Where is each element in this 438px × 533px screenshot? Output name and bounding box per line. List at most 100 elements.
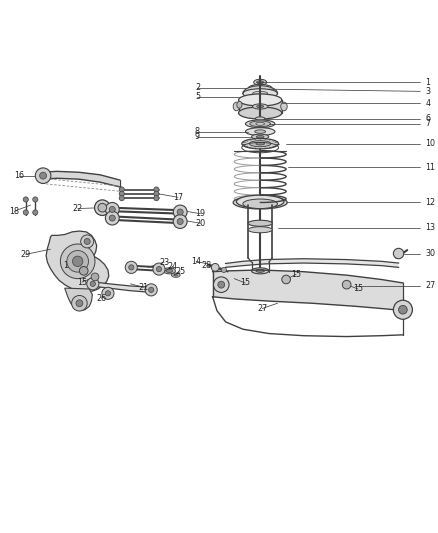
Circle shape bbox=[125, 261, 138, 273]
Text: 12: 12 bbox=[425, 198, 435, 207]
Ellipse shape bbox=[248, 220, 272, 227]
Ellipse shape bbox=[172, 273, 180, 277]
Circle shape bbox=[129, 265, 134, 270]
Ellipse shape bbox=[239, 94, 282, 106]
Ellipse shape bbox=[254, 79, 267, 85]
Text: 6: 6 bbox=[425, 114, 431, 123]
Circle shape bbox=[79, 266, 88, 275]
Ellipse shape bbox=[239, 107, 282, 119]
Circle shape bbox=[72, 295, 87, 311]
Circle shape bbox=[154, 191, 159, 197]
Circle shape bbox=[39, 172, 46, 179]
Circle shape bbox=[173, 215, 187, 229]
Text: 18: 18 bbox=[10, 207, 20, 216]
Ellipse shape bbox=[255, 130, 265, 133]
Text: 13: 13 bbox=[425, 223, 435, 232]
Circle shape bbox=[95, 200, 110, 215]
Text: 15: 15 bbox=[77, 278, 87, 287]
Ellipse shape bbox=[174, 274, 177, 276]
Text: 29: 29 bbox=[21, 250, 31, 259]
Text: 27: 27 bbox=[257, 304, 268, 313]
Polygon shape bbox=[239, 100, 282, 113]
Ellipse shape bbox=[253, 91, 268, 96]
Circle shape bbox=[67, 251, 88, 272]
Text: 14: 14 bbox=[191, 257, 201, 266]
Circle shape bbox=[343, 280, 351, 289]
Circle shape bbox=[33, 210, 38, 215]
Text: 15: 15 bbox=[353, 285, 363, 294]
Ellipse shape bbox=[257, 81, 264, 84]
Circle shape bbox=[221, 268, 226, 272]
Ellipse shape bbox=[251, 134, 269, 139]
Text: 22: 22 bbox=[73, 204, 83, 213]
Ellipse shape bbox=[163, 268, 175, 274]
Ellipse shape bbox=[250, 121, 271, 127]
Ellipse shape bbox=[255, 117, 265, 120]
Ellipse shape bbox=[256, 269, 265, 272]
Circle shape bbox=[393, 248, 404, 259]
Ellipse shape bbox=[252, 104, 268, 109]
Circle shape bbox=[119, 187, 124, 192]
Text: 8: 8 bbox=[195, 127, 200, 136]
Text: 3: 3 bbox=[425, 87, 431, 96]
Polygon shape bbox=[46, 231, 109, 292]
Ellipse shape bbox=[243, 199, 278, 208]
Circle shape bbox=[119, 196, 124, 201]
Text: 15: 15 bbox=[291, 270, 301, 279]
Text: 7: 7 bbox=[425, 119, 431, 128]
Circle shape bbox=[399, 305, 407, 314]
Circle shape bbox=[35, 168, 51, 183]
Ellipse shape bbox=[257, 105, 264, 108]
Circle shape bbox=[109, 215, 115, 221]
Text: 10: 10 bbox=[425, 139, 435, 148]
Text: 28: 28 bbox=[201, 261, 212, 270]
Circle shape bbox=[213, 277, 229, 293]
Circle shape bbox=[218, 281, 225, 288]
Circle shape bbox=[76, 300, 83, 306]
Text: 4: 4 bbox=[425, 99, 431, 108]
Ellipse shape bbox=[233, 196, 287, 209]
Circle shape bbox=[173, 205, 187, 219]
Text: 11: 11 bbox=[425, 163, 435, 172]
Circle shape bbox=[81, 235, 94, 248]
Text: 21: 21 bbox=[138, 283, 148, 292]
Ellipse shape bbox=[248, 227, 272, 233]
Ellipse shape bbox=[247, 199, 273, 206]
Ellipse shape bbox=[242, 139, 279, 149]
Circle shape bbox=[87, 278, 99, 290]
Circle shape bbox=[33, 197, 38, 202]
Polygon shape bbox=[65, 288, 92, 311]
Circle shape bbox=[90, 281, 95, 286]
Circle shape bbox=[84, 238, 90, 245]
Text: 9: 9 bbox=[195, 132, 200, 141]
Circle shape bbox=[72, 256, 83, 266]
Text: 26: 26 bbox=[96, 294, 106, 303]
Text: 16: 16 bbox=[14, 171, 24, 180]
Ellipse shape bbox=[281, 102, 287, 111]
Ellipse shape bbox=[243, 89, 278, 98]
Ellipse shape bbox=[245, 128, 275, 135]
Ellipse shape bbox=[237, 101, 242, 108]
Circle shape bbox=[91, 273, 99, 281]
Circle shape bbox=[106, 290, 110, 296]
Circle shape bbox=[106, 211, 119, 225]
Text: 19: 19 bbox=[195, 209, 205, 218]
Circle shape bbox=[177, 219, 183, 224]
Circle shape bbox=[102, 287, 114, 300]
Polygon shape bbox=[212, 270, 403, 311]
Polygon shape bbox=[42, 171, 120, 187]
Ellipse shape bbox=[251, 268, 269, 274]
Circle shape bbox=[98, 204, 106, 212]
Text: 15: 15 bbox=[240, 278, 250, 287]
Circle shape bbox=[119, 191, 124, 197]
Text: 5: 5 bbox=[195, 92, 200, 101]
Circle shape bbox=[145, 284, 157, 296]
Ellipse shape bbox=[248, 84, 272, 92]
Text: 15: 15 bbox=[63, 261, 73, 270]
Circle shape bbox=[109, 206, 115, 213]
Circle shape bbox=[154, 187, 159, 192]
Circle shape bbox=[156, 266, 162, 272]
Ellipse shape bbox=[256, 122, 265, 125]
Polygon shape bbox=[92, 281, 152, 293]
Ellipse shape bbox=[166, 269, 173, 272]
